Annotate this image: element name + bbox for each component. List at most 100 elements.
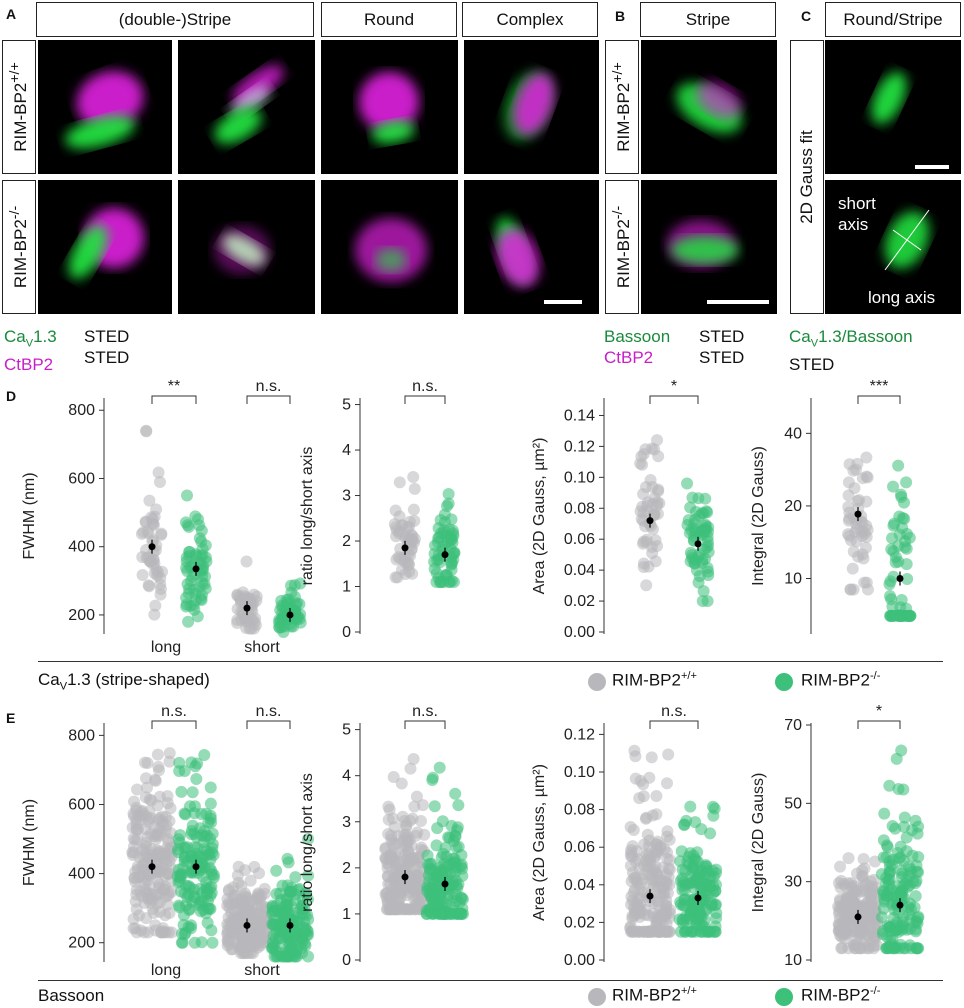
- data-point: [130, 903, 143, 916]
- data-point: [895, 594, 908, 607]
- data-point: [245, 622, 258, 635]
- panel-letter-a: A: [6, 6, 17, 22]
- header-round: Round: [321, 2, 457, 37]
- y-tick-label: 0.10: [564, 469, 595, 486]
- mean-marker: [694, 894, 702, 902]
- data-point: [431, 867, 444, 880]
- data-point: [388, 838, 401, 851]
- y-tick-label: 1: [342, 906, 351, 923]
- data-point: [143, 494, 156, 507]
- data-point: [836, 904, 849, 917]
- y-tick-label: 5: [342, 397, 351, 414]
- data-point: [832, 925, 845, 938]
- data-point: [446, 533, 459, 546]
- data-point: [448, 852, 461, 865]
- sted-image-tile: [178, 40, 315, 174]
- data-point: [409, 829, 422, 842]
- data-point: [240, 555, 253, 568]
- data-point: [842, 852, 855, 865]
- y-axis-label: ratio long/short axis: [299, 773, 316, 912]
- data-point: [648, 508, 661, 521]
- data-point: [857, 875, 870, 888]
- data-point: [645, 751, 658, 764]
- legend-ko-e: RIM-BP2-/-: [801, 985, 881, 1005]
- data-point: [686, 491, 699, 504]
- data-point: [843, 506, 856, 519]
- panel-letter-c: C: [801, 8, 812, 24]
- data-point: [903, 897, 916, 910]
- y-tick-label: 0.12: [564, 438, 595, 455]
- data-point: [884, 575, 897, 588]
- y-tick-label: 4: [342, 768, 351, 785]
- data-point: [253, 923, 266, 936]
- data-point: [896, 609, 909, 622]
- fluorescence-blob: [696, 81, 742, 119]
- data-point: [128, 795, 141, 808]
- data-point: [911, 911, 924, 924]
- mean-marker: [694, 540, 702, 548]
- sted-image-tile: [464, 180, 599, 314]
- data-point: [455, 907, 468, 920]
- row-label-gauss: 2D Gauss fit: [790, 40, 824, 314]
- data-point: [684, 501, 697, 514]
- y-tick-label: 0.08: [564, 500, 595, 517]
- data-point: [179, 516, 192, 529]
- significance-bracket: [246, 395, 291, 404]
- y-tick-label: 600: [68, 796, 95, 813]
- data-point: [642, 847, 655, 860]
- data-point: [298, 907, 311, 920]
- y-tick-label: 2: [342, 860, 351, 877]
- scale-bar: [915, 165, 949, 169]
- data-point: [221, 939, 234, 952]
- data-point: [448, 546, 461, 559]
- data-point: [652, 880, 665, 893]
- data-point: [681, 477, 694, 490]
- data-point: [432, 572, 445, 585]
- data-point: [221, 899, 234, 912]
- data-point: [892, 459, 905, 472]
- fluorescence-blob: [214, 108, 262, 144]
- mean-marker: [286, 611, 294, 619]
- sted-image-tile: [641, 180, 777, 314]
- data-point: [390, 530, 403, 543]
- data-point: [277, 937, 290, 950]
- data-point: [287, 620, 300, 633]
- data-point: [195, 936, 208, 949]
- significance-label: *: [876, 703, 882, 720]
- panel-letter-b: B: [615, 8, 626, 24]
- data-point: [437, 847, 450, 860]
- data-point: [660, 899, 673, 912]
- data-point: [635, 450, 648, 463]
- data-point: [186, 786, 199, 799]
- row-label-ko-a: RIM-BP2-/-: [2, 180, 36, 314]
- y-tick-label: 20: [784, 498, 802, 515]
- data-point: [391, 903, 404, 916]
- data-point: [650, 790, 663, 803]
- data-point: [637, 561, 650, 574]
- data-point: [231, 869, 244, 882]
- data-point: [152, 466, 165, 479]
- data-point: [660, 777, 673, 790]
- significance-label: n.s.: [661, 703, 687, 720]
- data-point: [860, 451, 873, 464]
- data-point: [687, 881, 700, 894]
- data-point: [900, 558, 913, 571]
- data-point: [633, 907, 646, 920]
- data-point: [702, 569, 715, 582]
- data-point: [399, 556, 412, 569]
- data-point: [154, 588, 167, 601]
- data-point: [201, 916, 214, 929]
- data-point: [697, 507, 710, 520]
- divider-d: [38, 661, 943, 662]
- data-point: [151, 748, 164, 761]
- y-tick-label: 40: [784, 425, 802, 442]
- data-point: [649, 555, 662, 568]
- mean-marker: [896, 901, 904, 909]
- data-point: [387, 770, 400, 783]
- data-point: [276, 922, 289, 935]
- data-point: [649, 861, 662, 874]
- data-point: [403, 520, 416, 533]
- data-point: [239, 593, 252, 606]
- data-point: [408, 482, 421, 495]
